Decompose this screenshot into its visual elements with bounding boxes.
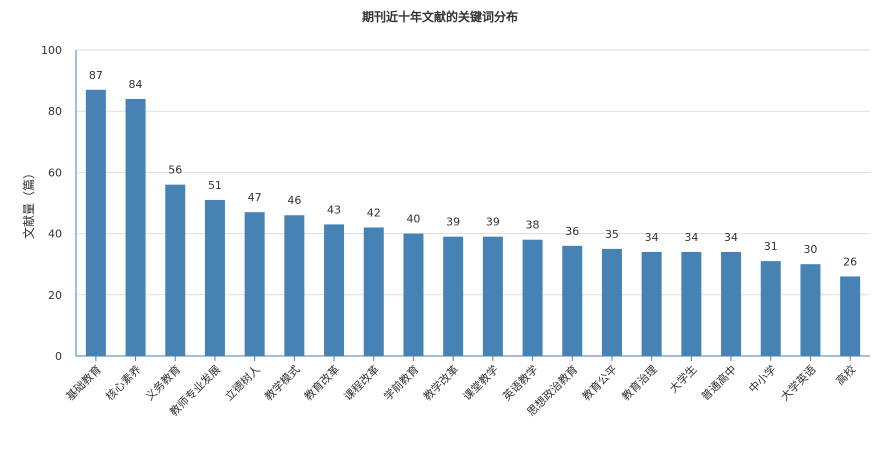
bar-6	[324, 224, 345, 356]
bar-5	[284, 215, 305, 356]
value-label-17: 31	[764, 240, 778, 253]
y-tick-label: 100	[41, 44, 62, 57]
bar-7	[363, 227, 384, 356]
bar-8	[403, 233, 424, 356]
category-label-14: 教育治理	[619, 362, 660, 403]
value-label-0: 87	[89, 69, 103, 82]
y-tick-label: 80	[48, 105, 62, 118]
value-label-14: 34	[645, 231, 659, 244]
category-label-9: 教学改革	[420, 362, 461, 403]
category-label-13: 教育公平	[579, 362, 620, 403]
category-label-17: 中小学	[746, 362, 779, 395]
chart-title: 期刊近十年文献的关键词分布	[361, 10, 518, 24]
value-label-1: 84	[129, 78, 143, 91]
y-tick-label: 20	[48, 289, 62, 302]
category-label-11: 英语教学	[500, 362, 541, 403]
value-label-4: 47	[248, 191, 262, 204]
value-label-3: 51	[208, 179, 222, 192]
y-tick-label: 60	[48, 166, 62, 179]
value-label-8: 40	[406, 213, 420, 226]
bar-13	[601, 248, 622, 356]
category-label-7: 课程改革	[341, 362, 382, 403]
bar-16	[721, 251, 742, 356]
category-label-1: 核心素养	[103, 362, 144, 403]
bar-2	[165, 184, 186, 356]
category-label-19: 高校	[833, 362, 858, 387]
category-label-18: 大学英语	[778, 362, 819, 403]
category-label-16: 普通高中	[698, 362, 739, 403]
category-label-4: 立德树人	[222, 362, 263, 403]
value-label-16: 34	[724, 231, 738, 244]
bar-1	[125, 98, 146, 357]
y-axis-title: 文献量（篇）	[21, 167, 36, 239]
value-label-9: 39	[446, 216, 460, 229]
value-label-10: 39	[486, 216, 500, 229]
category-label-6: 教育改革	[301, 362, 342, 403]
bar-0	[85, 89, 106, 356]
value-label-11: 38	[526, 219, 540, 232]
bar-15	[681, 251, 702, 356]
labels: 02040608010087基础教育84核心素养56义务教育51教师专业发展47…	[41, 44, 858, 419]
value-label-5: 46	[287, 194, 301, 207]
bar-14	[641, 251, 662, 356]
value-label-13: 35	[605, 228, 619, 241]
bar-4	[244, 212, 265, 356]
grid-lines	[76, 49, 870, 296]
category-label-5: 教学模式	[261, 362, 302, 403]
bar-10	[482, 236, 503, 356]
bar-9	[443, 236, 464, 356]
value-label-7: 42	[367, 206, 381, 219]
value-label-6: 43	[327, 203, 341, 216]
category-label-10: 课堂教学	[460, 362, 501, 403]
category-label-2: 义务教育	[142, 362, 183, 403]
bar-19	[840, 276, 861, 356]
value-label-2: 56	[168, 164, 182, 177]
bars	[85, 89, 861, 357]
bar-18	[800, 264, 821, 356]
bar-17	[760, 261, 781, 356]
value-label-12: 36	[565, 225, 579, 238]
category-label-8: 学前教育	[381, 362, 422, 403]
value-label-19: 26	[843, 255, 857, 268]
value-label-18: 30	[803, 243, 817, 256]
y-tick-label: 40	[48, 228, 62, 241]
bar-12	[562, 245, 583, 356]
category-label-0: 基础教育	[63, 362, 104, 403]
category-label-15: 大学生	[666, 362, 699, 395]
bar-3	[204, 199, 225, 356]
bar-11	[522, 239, 543, 356]
y-tick-label: 0	[55, 350, 62, 363]
axes	[75, 50, 870, 361]
value-label-15: 34	[684, 231, 698, 244]
